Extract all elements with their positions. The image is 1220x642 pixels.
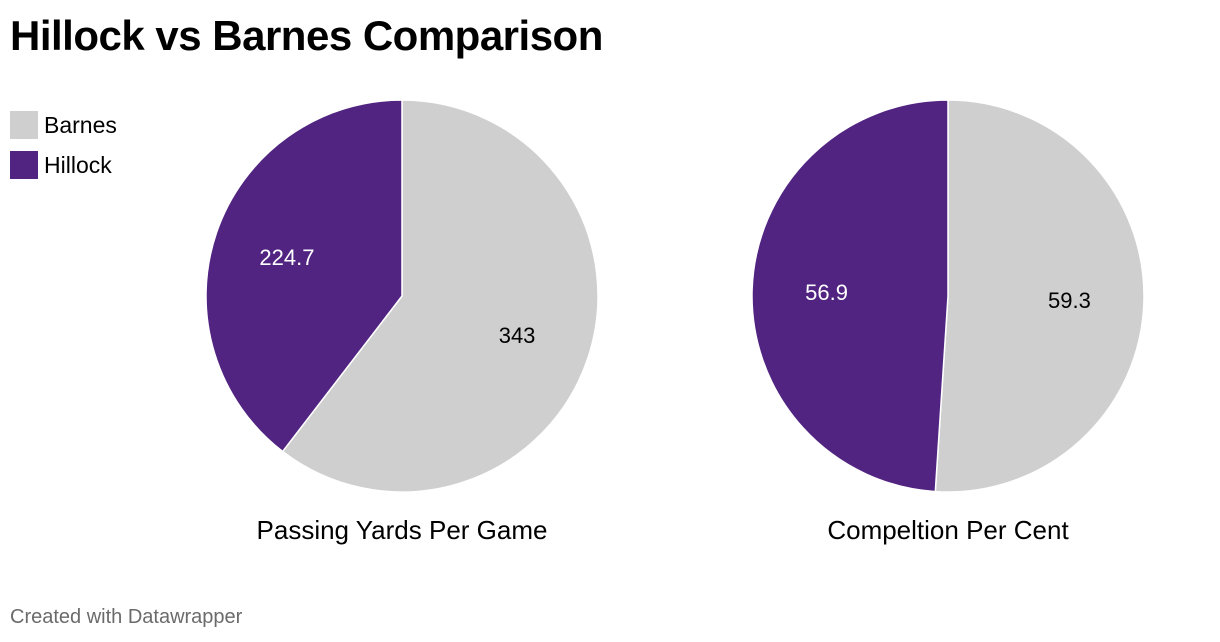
legend-item-barnes[interactable]: Barnes <box>10 111 117 139</box>
pie-chart-title: Passing Yards Per Game <box>257 515 548 545</box>
legend-label: Hillock <box>44 152 112 178</box>
footer-credit: Created with Datawrapper <box>10 606 243 628</box>
legend-label: Barnes <box>44 112 117 138</box>
slice-value-label: 343 <box>499 323 536 348</box>
pie-chart-1: 343 224.7 Passing Yards Per Game <box>205 99 599 545</box>
legend-swatch-hillock <box>10 151 38 179</box>
pie-chart-2: 59.3 56.9 Compeltion Per Cent <box>751 99 1145 545</box>
slice-value-label: 59.3 <box>1048 288 1091 313</box>
slice-value-label: 56.9 <box>805 280 848 305</box>
pie-slice-barnes[interactable] <box>281 99 599 493</box>
legend: Barnes Hillock <box>10 111 117 191</box>
pie-charts: 343 224.7 Passing Yards Per Game 59.3 56.9 Co… <box>205 99 1145 545</box>
pie-slice-hillock[interactable] <box>751 99 949 493</box>
pie-chart-title: Compeltion Per Cent <box>827 515 1069 545</box>
pie-slice-hillock[interactable] <box>205 99 403 453</box>
slice-value-label: 224.7 <box>259 245 314 270</box>
pie-slice-barnes[interactable] <box>934 99 1145 493</box>
legend-item-hillock[interactable]: Hillock <box>10 151 117 179</box>
legend-swatch-barnes <box>10 111 38 139</box>
page-title: Hillock vs Barnes Comparison <box>10 12 603 59</box>
